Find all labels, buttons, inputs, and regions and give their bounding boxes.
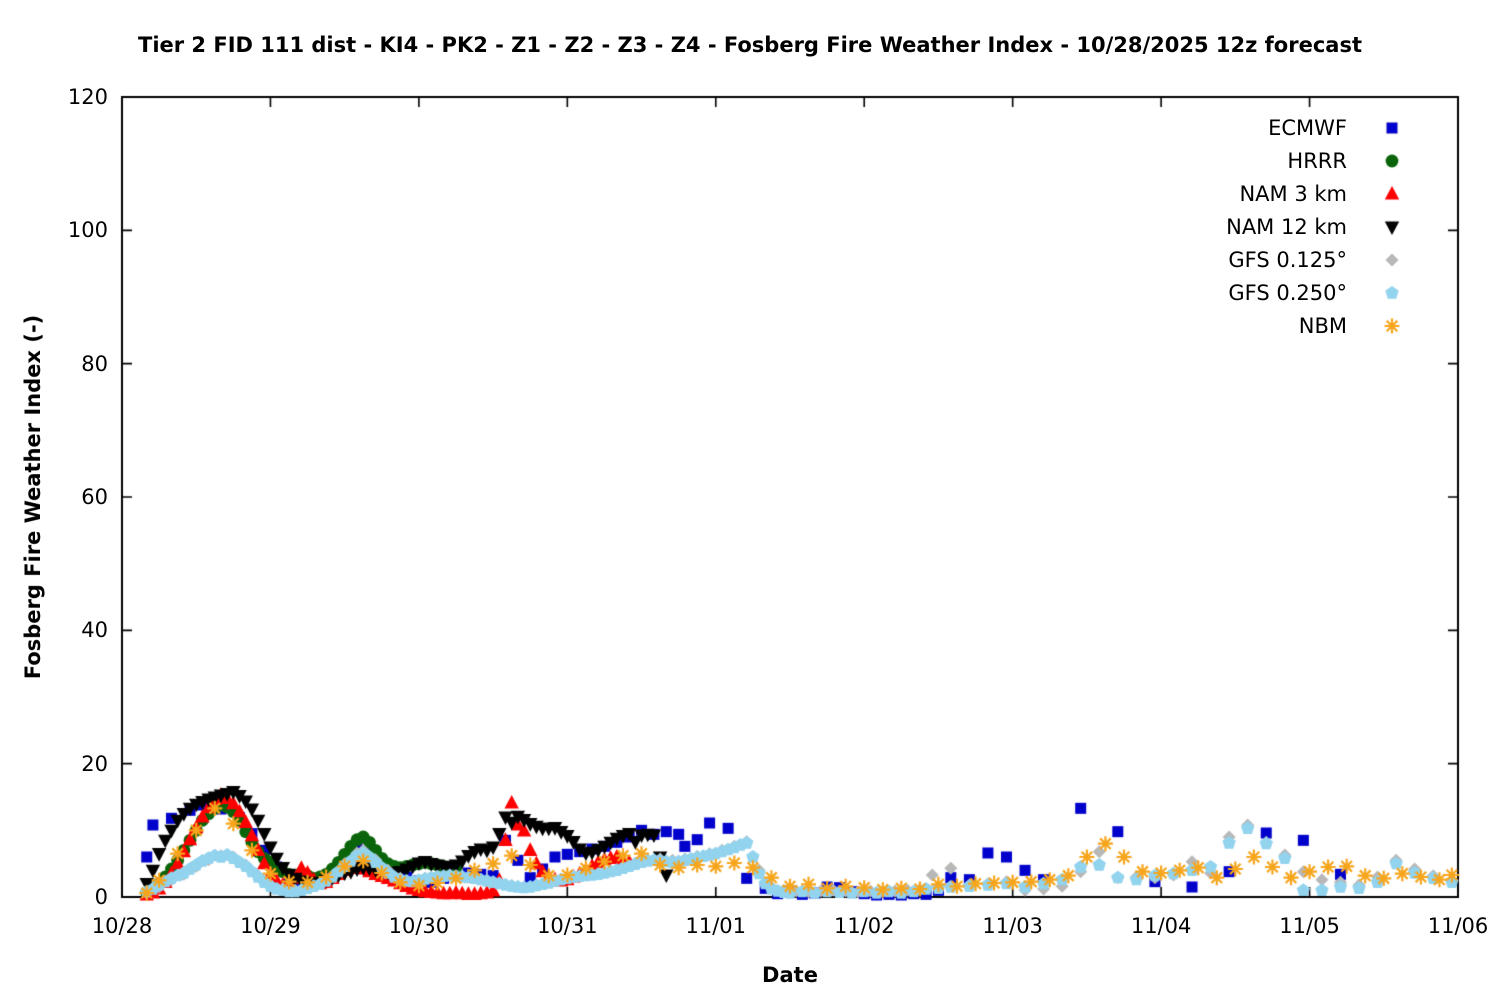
x-tick-label: 10/30 <box>388 914 450 938</box>
x-tick-label: 10/31 <box>537 914 598 938</box>
legend-label: GFS 0.125° <box>1228 248 1347 272</box>
legend-label: ECMWF <box>1268 116 1347 140</box>
x-tick-label: 11/01 <box>685 914 747 938</box>
legend-label: NBM <box>1298 314 1347 338</box>
legend-label: HRRR <box>1287 149 1347 173</box>
y-tick-label: 100 <box>67 218 108 243</box>
x-tick-label: 11/06 <box>1427 914 1489 938</box>
legend-label: NAM 12 km <box>1226 215 1347 239</box>
legend-label: GFS 0.250° <box>1228 281 1347 305</box>
x-tick-label: 10/29 <box>240 914 301 938</box>
y-tick-label: 60 <box>81 485 108 509</box>
x-axis-label: Date <box>762 963 818 987</box>
y-tick-label: 80 <box>81 351 108 376</box>
x-tick-label: 11/02 <box>833 914 895 938</box>
x-tick-label: 11/04 <box>1130 914 1192 938</box>
x-tick-label: 11/05 <box>1279 914 1340 938</box>
chart-title: Tier 2 FID 111 dist - KI4 - PK2 - Z1 - Z… <box>138 33 1362 57</box>
y-tick-label: 40 <box>81 618 108 643</box>
y-tick-label: 120 <box>67 85 108 109</box>
y-tick-label: 0 <box>94 885 108 909</box>
x-tick-label: 11/03 <box>982 914 1043 938</box>
legend-label: NAM 3 km <box>1239 182 1347 206</box>
y-tick-label: 20 <box>81 751 108 776</box>
x-tick-label: 10/28 <box>91 914 153 938</box>
